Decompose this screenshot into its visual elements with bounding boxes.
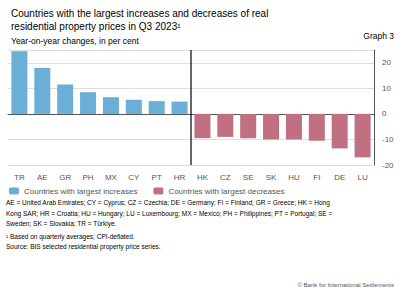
svg-text:PT: PT <box>152 173 162 182</box>
svg-text:Sweden; SK = Slovakia; TR = Tü: Sweden; SK = Slovakia; TR = Türkiye. <box>6 220 117 228</box>
svg-text:¹ Based on quarterly averages;: ¹ Based on quarterly averages; CPI-defla… <box>6 233 135 241</box>
svg-text:DE: DE <box>334 173 345 182</box>
svg-text:FI: FI <box>313 173 320 182</box>
svg-text:PH: PH <box>83 173 94 182</box>
svg-text:SK: SK <box>266 173 277 182</box>
svg-text:Graph 3: Graph 3 <box>363 31 394 41</box>
svg-text:residential property prices in: residential property prices in Q3 2023¹ <box>11 21 181 32</box>
svg-text:© Bank for International Settl: © Bank for International Settlements <box>298 282 394 288</box>
svg-text:-20: -20 <box>382 161 394 170</box>
svg-text:Countries with the largest inc: Countries with the largest increases and… <box>11 8 268 19</box>
svg-text:CY: CY <box>128 173 140 182</box>
svg-text:SE: SE <box>243 173 254 182</box>
svg-text:HU: HU <box>288 173 300 182</box>
svg-text:AE = United Arab Emirates; CY: AE = United Arab Emirates; CY = Cyprus; … <box>6 199 330 207</box>
svg-text:Countries with largest decreas: Countries with largest decreases <box>168 187 284 196</box>
svg-text:GR: GR <box>59 173 71 182</box>
svg-text:Countries with largest increas: Countries with largest increases <box>24 187 137 196</box>
svg-text:20: 20 <box>382 58 391 67</box>
svg-text:LU: LU <box>357 173 367 182</box>
svg-text:CZ: CZ <box>220 173 231 182</box>
svg-text:Year-on-year changes, in per c: Year-on-year changes, in per cent <box>11 36 139 46</box>
svg-text:-10: -10 <box>382 135 394 144</box>
svg-text:HR: HR <box>174 173 186 182</box>
svg-text:0: 0 <box>382 109 387 118</box>
svg-text:MX: MX <box>105 173 118 182</box>
svg-text:HK: HK <box>197 173 209 182</box>
svg-text:10: 10 <box>382 84 391 93</box>
svg-text:AE: AE <box>37 173 48 182</box>
svg-text:TR: TR <box>14 173 25 182</box>
svg-text:Source: BIS selected residenti: Source: BIS selected residential propert… <box>6 243 161 251</box>
svg-text:Kong SAR; HR = Croatia; HU = H: Kong SAR; HR = Croatia; HU = Hungary; LU… <box>6 210 333 218</box>
